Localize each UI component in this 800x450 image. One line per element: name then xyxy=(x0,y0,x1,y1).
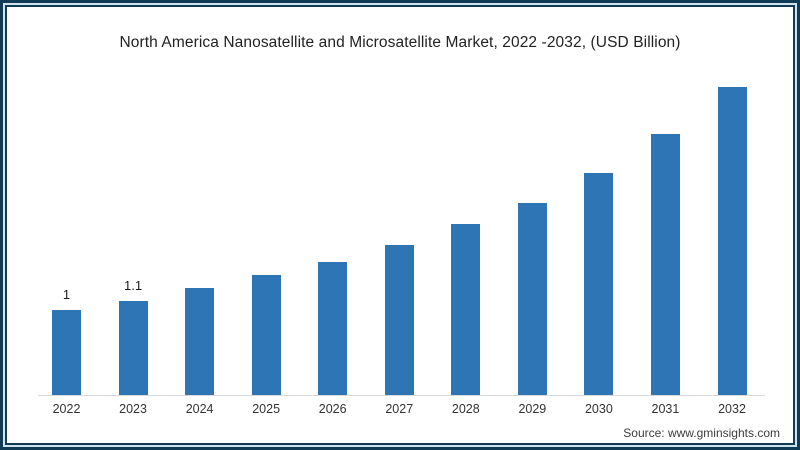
bar-2024 xyxy=(185,288,215,395)
x-axis-label-2027: 2027 xyxy=(385,402,414,416)
x-axis-label-2025: 2025 xyxy=(252,402,281,416)
x-axis-label-2030: 2030 xyxy=(584,402,613,416)
bar-2023 xyxy=(118,300,148,395)
x-axis-label-2028: 2028 xyxy=(451,402,480,416)
bar-2032 xyxy=(717,87,747,395)
frame-light-line: North America Nanosatellite and Microsat… xyxy=(3,3,797,447)
x-axis-line xyxy=(38,395,765,396)
source-text: Source: www.gminsights.com xyxy=(623,426,780,440)
x-axis-label-2022: 2022 xyxy=(52,402,81,416)
x-axis-label-2026: 2026 xyxy=(318,402,347,416)
x-axis-label-2024: 2024 xyxy=(185,402,214,416)
bar-value-label-2023: 1.1 xyxy=(124,277,143,293)
x-axis-label-2023: 2023 xyxy=(119,402,147,416)
bar-value-label-2022: 1 xyxy=(62,286,71,302)
bar-2028 xyxy=(451,224,481,395)
bar-2022 xyxy=(52,309,81,395)
bar-2026 xyxy=(318,262,348,395)
bar-2029 xyxy=(517,202,547,395)
x-axis-label-2031: 2031 xyxy=(651,402,680,416)
bar-2025 xyxy=(251,275,281,395)
bar-2027 xyxy=(384,245,414,395)
x-axis-label-2029: 2029 xyxy=(518,402,547,416)
bar-2030 xyxy=(584,172,614,395)
x-axis-label-2032: 2032 xyxy=(718,402,746,416)
bar-2031 xyxy=(650,134,680,395)
chart-canvas: North America Nanosatellite and Microsat… xyxy=(5,5,795,445)
plot-area: 1 2022 1.1 2023 2024 2025 2026 2027 2028 2029 2030… xyxy=(52,7,747,416)
chart-title: North America Nanosatellite and Microsat… xyxy=(119,34,681,51)
